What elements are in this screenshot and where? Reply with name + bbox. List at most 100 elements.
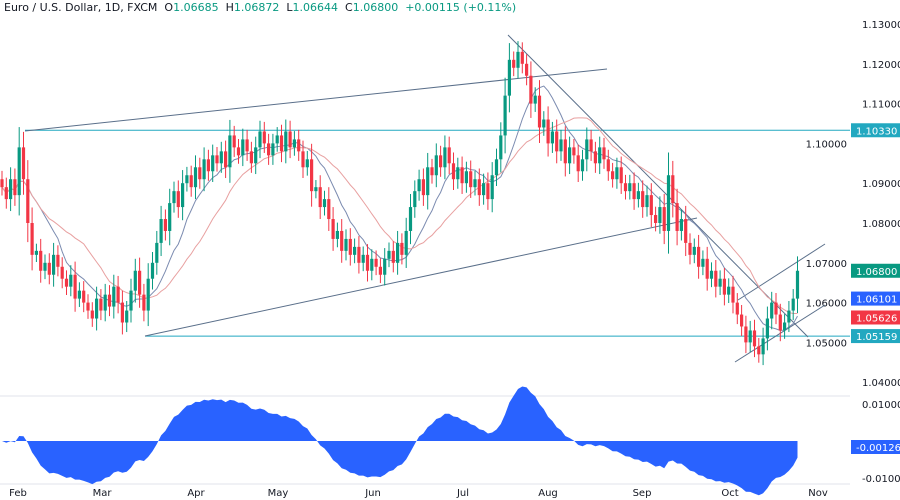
candle-body	[451, 163, 456, 180]
candle	[69, 265, 73, 297]
candle-body	[254, 147, 258, 164]
candle	[623, 174, 628, 200]
candle-body	[120, 302, 124, 323]
candle-body	[606, 159, 610, 172]
candle-body	[202, 159, 206, 180]
candle	[555, 119, 559, 164]
candle-body	[598, 147, 602, 164]
candle-body	[155, 242, 159, 263]
candle	[60, 257, 64, 289]
candle	[340, 219, 344, 263]
candle-body	[258, 131, 262, 148]
candle	[761, 327, 765, 366]
candle	[456, 157, 460, 189]
candle	[641, 180, 645, 218]
candle-body	[206, 159, 210, 172]
candle	[701, 250, 705, 276]
candle-body	[783, 322, 787, 331]
candle-body	[525, 63, 529, 76]
candle	[391, 241, 395, 273]
candle	[198, 157, 202, 189]
candle	[662, 193, 666, 245]
candle-body	[593, 151, 597, 164]
candle	[787, 301, 791, 333]
candle-body	[688, 242, 692, 255]
candle-body	[477, 179, 481, 196]
candle-body	[271, 143, 275, 156]
candle-body	[52, 254, 56, 275]
candle	[112, 274, 116, 319]
candle	[9, 167, 13, 212]
candle	[236, 139, 241, 164]
candle-body	[426, 167, 430, 196]
candle-body	[537, 95, 542, 128]
candle	[671, 160, 675, 218]
time-tick-label: Jun	[364, 488, 381, 499]
candle-body	[77, 290, 81, 299]
candle	[503, 77, 507, 154]
candle	[77, 282, 81, 307]
candle	[718, 270, 722, 296]
candle-body	[348, 238, 352, 255]
open-label: O	[164, 1, 174, 14]
candle-body	[249, 151, 253, 164]
candle-body	[82, 290, 86, 303]
candle	[155, 230, 159, 275]
candle-body	[112, 286, 116, 307]
candle-body	[568, 147, 572, 164]
candle-body	[146, 278, 150, 311]
candle	[103, 283, 107, 322]
candle-body	[787, 310, 791, 323]
candle	[735, 293, 739, 325]
candle	[267, 133, 271, 165]
candle-body	[533, 95, 537, 104]
candle	[791, 289, 795, 321]
candle-body	[701, 258, 705, 267]
candle	[460, 156, 464, 194]
candle-body	[30, 223, 34, 255]
candle	[576, 144, 580, 183]
trendline	[144, 217, 698, 337]
candle-body	[482, 183, 486, 196]
candle	[568, 136, 572, 175]
candle	[434, 143, 438, 188]
candle-body	[679, 219, 683, 231]
candle-body	[434, 155, 438, 176]
candle-body	[331, 219, 335, 239]
candle	[353, 238, 357, 264]
price-tag-bg	[851, 310, 900, 325]
candle	[17, 127, 21, 216]
candle	[494, 148, 499, 186]
candle-body	[116, 286, 120, 303]
candle-body	[774, 302, 778, 315]
candle	[619, 156, 623, 194]
candle-body	[107, 294, 112, 307]
candle	[783, 314, 787, 339]
candle-body	[714, 270, 718, 287]
candle-body	[21, 147, 26, 180]
candle-body	[675, 203, 679, 231]
candle-body	[615, 167, 619, 180]
close-label: C	[345, 1, 353, 14]
candle	[176, 180, 180, 218]
candle	[572, 139, 576, 164]
candle-body	[159, 219, 163, 243]
candle-body	[95, 298, 99, 319]
candle	[241, 128, 245, 167]
candle-body	[60, 266, 64, 279]
time-tick-label: Mar	[93, 488, 113, 499]
high-label: H	[225, 1, 234, 14]
candle	[310, 143, 314, 207]
candle	[451, 152, 456, 190]
candle-body	[279, 135, 284, 152]
candle-body	[752, 330, 757, 347]
candle-body	[727, 286, 731, 295]
candle	[370, 249, 374, 281]
candle-body	[408, 207, 413, 231]
candle	[322, 190, 327, 216]
candle	[417, 169, 421, 201]
candle-body	[641, 191, 645, 208]
candle-body	[512, 59, 516, 68]
candle	[181, 170, 185, 221]
